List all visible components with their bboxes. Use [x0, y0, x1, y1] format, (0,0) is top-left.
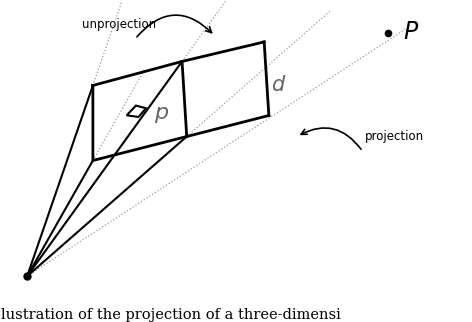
Text: unprojection: unprojection: [82, 18, 156, 31]
Text: lustration of the projection of a three-dimensi: lustration of the projection of a three-…: [1, 308, 341, 322]
Text: $d$: $d$: [271, 75, 287, 95]
Text: $p$: $p$: [154, 103, 169, 125]
Text: projection: projection: [365, 130, 424, 143]
Text: $P$: $P$: [403, 22, 419, 44]
